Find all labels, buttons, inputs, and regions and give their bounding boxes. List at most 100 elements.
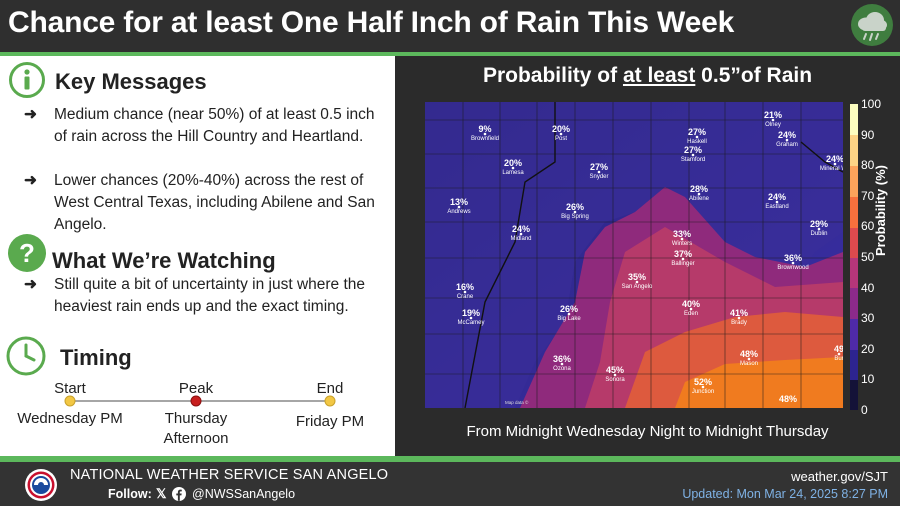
city-marker — [560, 362, 564, 366]
colorbar-tick-label: 70 — [861, 188, 875, 203]
city-marker — [747, 357, 751, 361]
header-bar: Chance for at least One Half Inch of Rai… — [0, 0, 900, 52]
colorbar-tick-label: 100 — [861, 97, 882, 111]
city-marker — [635, 280, 639, 284]
city-name: Lamesa — [502, 170, 524, 176]
svg-text:?: ? — [19, 238, 35, 268]
city-name: Big Spring — [561, 214, 589, 220]
arrow-icon: ➜ — [24, 276, 37, 293]
city-label: 24% Graham — [776, 130, 798, 148]
city-name: Bur — [834, 356, 843, 362]
key-message-1: ➜ Medium chance (near 50%) of at least 0… — [24, 106, 375, 145]
arrow-icon: ➜ — [24, 172, 37, 189]
city-label: 26% Big Lake — [557, 304, 581, 322]
follow-label: Follow: — [108, 487, 152, 501]
city-name: Haskell — [687, 139, 707, 145]
city-marker — [701, 385, 705, 389]
city-marker — [775, 200, 779, 204]
colorbar — [850, 104, 858, 410]
city-name: Big Lake — [557, 316, 581, 322]
colorbar-tick-label: 10 — [861, 372, 875, 387]
city-name: Brownfield — [471, 136, 499, 142]
timeline-start-value: Wednesday PM — [17, 410, 123, 427]
timeline-peak-value: Thursday Afternoon — [163, 410, 229, 447]
city-marker — [483, 132, 487, 136]
city-name: Winters — [672, 241, 692, 247]
city-label: 37% Ballinger — [671, 249, 694, 267]
city-label: 20% Post — [552, 124, 570, 142]
city-probability: 36% — [784, 253, 802, 263]
city-probability: 48% — [740, 349, 758, 359]
city-label: 9% Brownfield — [471, 124, 499, 142]
city-probability: 24% — [826, 154, 843, 164]
city-marker — [697, 192, 701, 196]
x-logo-icon[interactable]: 𝕏 — [156, 486, 167, 501]
map-caption: From Midnight Wednesday Night to Midnigh… — [466, 423, 829, 440]
arrow-icon: ➜ — [24, 106, 37, 123]
colorbar-tick-label: 30 — [861, 311, 875, 326]
city-probability: 26% — [566, 202, 584, 212]
city-name: Ballinger — [671, 261, 694, 267]
city-label: 27% Snyder — [589, 162, 608, 180]
city-marker — [463, 290, 467, 294]
city-marker — [457, 205, 461, 209]
city-probability: 20% — [504, 158, 522, 168]
colorbar-tick-label: 20 — [861, 341, 875, 356]
clock-icon — [6, 336, 46, 376]
city-label: 24% Mineral We — [820, 154, 843, 172]
question-icon: ? — [8, 234, 46, 272]
city-marker — [737, 316, 741, 320]
map-title: Probability of at least 0.5”of Rain — [482, 64, 813, 87]
city-probability: 27% — [590, 162, 608, 172]
city-label: 40% Eden — [682, 299, 700, 317]
city-label: 21% Olney — [764, 110, 782, 128]
city-name: Mason — [740, 361, 758, 367]
city-probability: 19% — [462, 308, 480, 318]
city-label: 16% Crane — [456, 282, 474, 300]
city-probability: 20% — [552, 124, 570, 134]
header-divider — [0, 52, 900, 56]
city-probability: 9% — [478, 124, 491, 134]
colorbar-title: Probability (%) — [873, 164, 888, 256]
colorbar-tick-label: 50 — [861, 250, 875, 264]
key-message-2: ➜ Lower chances (20%-40%) across the res… — [24, 172, 375, 233]
website-link[interactable]: weather.gov/SJT — [791, 469, 888, 484]
city-name: Post — [555, 136, 567, 142]
city-name: Abilene — [689, 196, 710, 202]
city-name: Midland — [510, 236, 531, 242]
city-name: San Angelo — [622, 284, 653, 290]
city-marker — [817, 227, 821, 231]
city-probability: 28% — [690, 184, 708, 194]
city-name: Olney — [765, 122, 781, 128]
colorbar-tick-label: 80 — [861, 158, 875, 173]
facebook-icon[interactable] — [172, 487, 186, 501]
city-name: Ozona — [553, 366, 571, 372]
rain-cloud-icon — [851, 4, 893, 46]
city-label: 36% Ozona — [553, 354, 572, 372]
nws-logo — [25, 469, 57, 501]
city-marker — [833, 162, 837, 166]
city-name: Mineral We — [820, 166, 843, 172]
city-name: Andrews — [447, 209, 470, 215]
city-marker — [785, 138, 789, 142]
city-probability: 52% — [694, 377, 712, 387]
timeline-peak-marker — [190, 395, 202, 407]
colorbar-tick-label: 0 — [861, 403, 868, 417]
svg-text:Map data ©: Map data © — [505, 399, 529, 405]
city-label: 36% Brownwood — [777, 253, 808, 271]
city-label: 24% Midland — [510, 224, 531, 242]
city-marker — [689, 307, 693, 311]
graphic-title: Chance for at least One Half Inch of Rai… — [8, 6, 735, 39]
city-marker — [837, 352, 841, 356]
city-label: 45% Sonora — [605, 365, 625, 383]
city-probability: 13% — [450, 197, 468, 207]
city-probability: 24% — [778, 130, 796, 140]
social-handle-link[interactable]: @NWSSanAngelo — [192, 487, 296, 501]
city-name: Junction — [692, 389, 714, 395]
city-name: Eastland — [765, 204, 788, 210]
watching-title: What We’re Watching — [52, 248, 276, 273]
city-label: 13% Andrews — [447, 197, 470, 215]
city-probability: 36% — [553, 354, 571, 364]
timeline-end-marker — [324, 395, 336, 407]
city-label: 41% Brady — [730, 308, 748, 326]
